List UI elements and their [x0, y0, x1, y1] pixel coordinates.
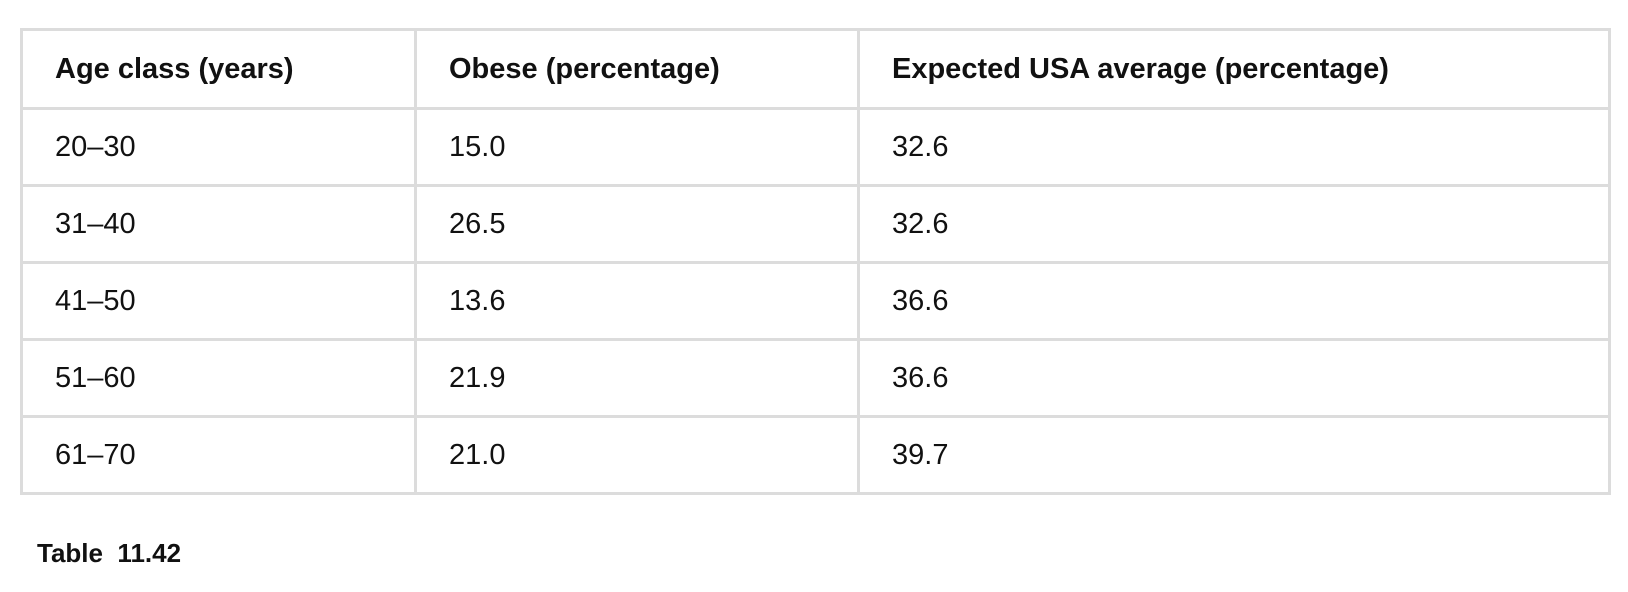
cell-age-class: 31–40	[20, 184, 417, 264]
cell-age-class: 51–60	[20, 338, 417, 418]
cell-obese: 21.9	[414, 338, 860, 418]
cell-expected-average: 32.6	[857, 107, 1611, 187]
table-row: 31–40 26.5 32.6	[20, 184, 1611, 264]
table-row: 51–60 21.9 36.6	[20, 338, 1611, 418]
header-age-class: Age class (years)	[20, 28, 417, 110]
cell-expected-average: 36.6	[857, 338, 1611, 418]
header-obese: Obese (percentage)	[414, 28, 860, 110]
cell-age-class: 20–30	[20, 107, 417, 187]
cell-age-class: 41–50	[20, 261, 417, 341]
obesity-table: Age class (years) Obese (percentage) Exp…	[20, 28, 1611, 495]
cell-obese: 13.6	[414, 261, 860, 341]
data-table-container: Age class (years) Obese (percentage) Exp…	[20, 28, 1611, 495]
table-row: 61–70 21.0 39.7	[20, 415, 1611, 495]
header-expected-usa-average: Expected USA average (percentage)	[857, 28, 1611, 110]
cell-age-class: 61–70	[20, 415, 417, 495]
table-row: 41–50 13.6 36.6	[20, 261, 1611, 341]
cell-expected-average: 36.6	[857, 261, 1611, 341]
cell-obese: 21.0	[414, 415, 860, 495]
table-header-row: Age class (years) Obese (percentage) Exp…	[20, 28, 1611, 110]
cell-expected-average: 32.6	[857, 184, 1611, 264]
cell-expected-average: 39.7	[857, 415, 1611, 495]
table-caption: Table 11.42	[37, 538, 182, 568]
cell-obese: 26.5	[414, 184, 860, 264]
table-row: 20–30 15.0 32.6	[20, 107, 1611, 187]
cell-obese: 15.0	[414, 107, 860, 187]
